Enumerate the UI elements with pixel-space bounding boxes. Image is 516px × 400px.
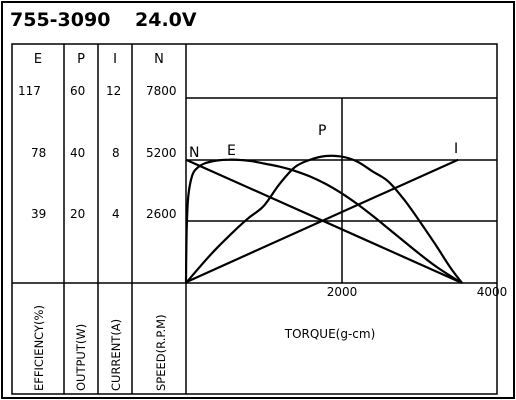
series-line-e (184, 158, 463, 284)
label-efficiency: EFFICIENCY(%) (32, 305, 46, 391)
curve-label-i: I (454, 141, 458, 157)
tick-e-mid: 78 (31, 146, 46, 160)
tick-i-low: 4 (112, 207, 120, 221)
series-line-p (185, 154, 463, 284)
label-output: OUTPUT(W) (74, 324, 88, 391)
tick-n-low: 2600 (146, 207, 177, 221)
inner-frame (11, 43, 498, 395)
label-speed: SPEED(R.P.M) (154, 314, 168, 391)
header-i: I (113, 52, 117, 67)
curve-label-e: E (227, 143, 236, 159)
label-current: CURRENT(A) (109, 319, 123, 391)
tick-n-mid: 5200 (146, 146, 177, 160)
tick-n-top: 7800 (146, 84, 177, 98)
tick-p-top: 60 (70, 84, 85, 98)
tick-i-top: 12 (106, 84, 121, 98)
tick-p-mid: 40 (70, 146, 85, 160)
x-tick-2000: 2000 (327, 285, 358, 299)
header-p: P (77, 52, 85, 67)
curve-label-p: P (318, 123, 326, 139)
series-layer (184, 154, 463, 285)
header-n: N (154, 52, 164, 67)
tick-i-mid: 8 (112, 146, 120, 160)
series-line-n (185, 158, 463, 285)
tick-e-top: 117 (18, 84, 41, 98)
tick-p-low: 20 (70, 207, 85, 221)
chart-voltage: 24.0V (135, 9, 197, 31)
series-line-i (185, 158, 459, 284)
header-e: E (34, 52, 42, 67)
chart-title: 755-3090 (10, 9, 110, 31)
tick-e-low: 39 (31, 207, 46, 221)
x-axis-label: TORQUE(g-cm) (284, 327, 376, 341)
curve-label-n: N (189, 145, 199, 161)
x-tick-4000: 4000 (477, 285, 508, 299)
